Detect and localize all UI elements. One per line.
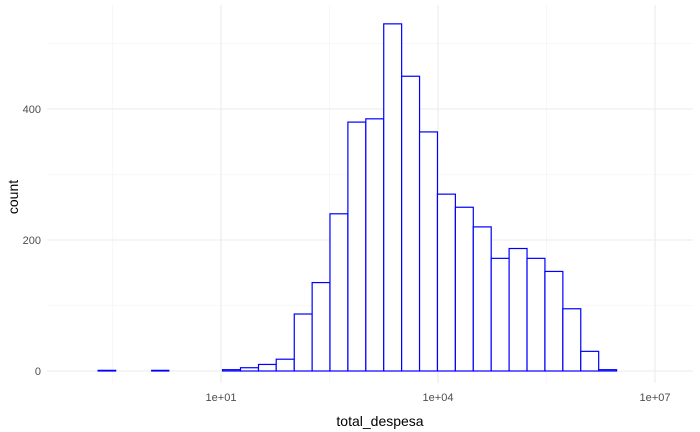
histogram-bar (544, 270, 564, 372)
y-tick-label: 0 (35, 366, 41, 378)
histogram-bar (472, 226, 492, 372)
x-axis-ticks: 1e+01 1e+04 1e+07 (206, 392, 671, 404)
histogram-bar (221, 369, 242, 372)
histogram-bar (580, 350, 600, 372)
y-axis-ticks: 0 200 400 (23, 104, 41, 378)
histogram-bar (151, 369, 170, 372)
x-tick-label: 1e+07 (640, 392, 671, 404)
histogram-bar (562, 308, 582, 372)
histogram-bar (97, 369, 117, 372)
x-tick-label: 1e+04 (423, 392, 454, 404)
histogram-bar (239, 367, 260, 372)
x-tick-label: 1e+01 (206, 392, 237, 404)
histogram-bar (347, 121, 367, 372)
y-axis-title: count (5, 180, 21, 214)
histogram-bar (311, 281, 331, 372)
histogram-bar (454, 206, 474, 372)
histogram-bar (598, 369, 618, 372)
histogram-bar (401, 75, 421, 372)
histogram-bar (329, 213, 349, 372)
histogram-bar (508, 247, 528, 372)
y-tick-label: 400 (23, 104, 41, 116)
histogram-bar (526, 257, 546, 372)
histogram-bar (436, 193, 456, 372)
y-tick-label: 200 (23, 235, 41, 247)
histogram-bar (365, 118, 385, 372)
histogram-bar (275, 358, 295, 372)
bars (97, 23, 618, 372)
x-axis-title: total_despesa (336, 413, 423, 429)
histogram-bar (293, 313, 313, 372)
histogram-bar (257, 363, 277, 372)
histogram-bar (418, 131, 439, 372)
histogram-bar (490, 257, 510, 372)
histogram-bar (383, 23, 403, 372)
